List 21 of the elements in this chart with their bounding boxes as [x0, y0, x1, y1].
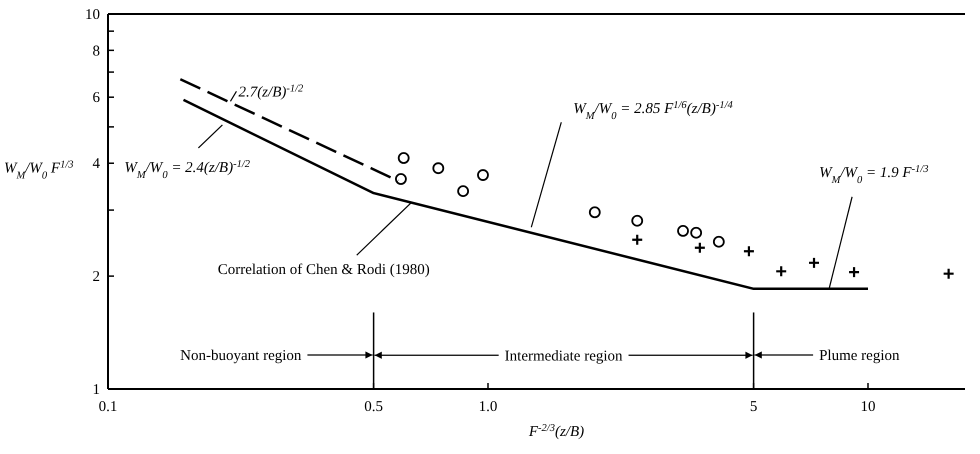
annotation: Plume region — [819, 348, 900, 364]
y-tick-label: 1 — [92, 382, 100, 398]
annotation: 2.7(z/B)$^{-1/2}$ — [238, 82, 304, 100]
x-tick-label: 10 — [860, 399, 876, 415]
annotation: Correlation of Chen & Rodi (1980) — [218, 262, 430, 278]
x-tick-label: 5 — [750, 399, 758, 415]
y-tick-label: 4 — [92, 156, 100, 172]
annotation: W$_{M}$/W$_{0}$ = 2.4(z/B)$^{-1/2}$ — [124, 158, 251, 180]
y-tick-label: 6 — [92, 90, 100, 106]
x-tick-label: 0.1 — [98, 399, 118, 415]
y-tick-label: 2 — [92, 269, 100, 286]
y-tick-label: 10 — [85, 7, 100, 23]
annotation: Intermediate region — [504, 348, 624, 364]
annotation: Non-buoyant region — [180, 348, 302, 364]
x-tick-label: 1.0 — [478, 399, 498, 415]
annotation: W$_{M}$/W$_{0}$ = 2.85 F$^{1/6}$(z/B)$^{-1/4}$ — [573, 100, 734, 122]
x-axis-title: F$^{-2/3}$(z/B) — [528, 422, 584, 440]
y-tick-label: 8 — [92, 43, 100, 60]
annotation: W$_{M}$/W$_{0}$ = 1.9 F$^{-1/3}$ — [819, 163, 928, 186]
y-axis-title: W$_{M}$/W$_{0}$ F$^{1/3}$ — [4, 158, 74, 181]
x-tick-label: 0.5 — [364, 399, 383, 415]
